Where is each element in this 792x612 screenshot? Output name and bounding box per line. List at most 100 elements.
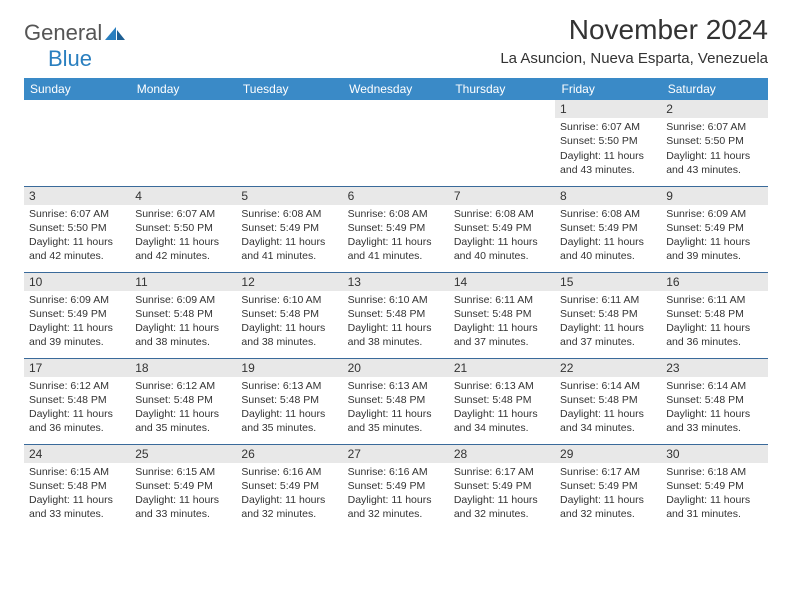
sunset-text: Sunset: 5:49 PM	[348, 221, 445, 235]
sunset-text: Sunset: 5:48 PM	[454, 393, 551, 407]
sunset-text: Sunset: 5:48 PM	[348, 307, 445, 321]
daylight-text: Daylight: 11 hours and 42 minutes.	[29, 235, 126, 263]
sunset-text: Sunset: 5:49 PM	[135, 479, 232, 493]
day-details: Sunrise: 6:08 AMSunset: 5:49 PMDaylight:…	[236, 205, 342, 266]
day-number: 13	[343, 273, 449, 291]
sunrise-text: Sunrise: 6:11 AM	[454, 293, 551, 307]
sunset-text: Sunset: 5:49 PM	[454, 221, 551, 235]
calendar-day-cell: 8Sunrise: 6:08 AMSunset: 5:49 PMDaylight…	[555, 186, 661, 272]
sunrise-text: Sunrise: 6:12 AM	[29, 379, 126, 393]
calendar-day-cell: 11Sunrise: 6:09 AMSunset: 5:48 PMDayligh…	[130, 272, 236, 358]
calendar-week-row: 24Sunrise: 6:15 AMSunset: 5:48 PMDayligh…	[24, 444, 768, 530]
day-details: Sunrise: 6:13 AMSunset: 5:48 PMDaylight:…	[343, 377, 449, 438]
day-details: Sunrise: 6:15 AMSunset: 5:48 PMDaylight:…	[24, 463, 130, 524]
daylight-text: Daylight: 11 hours and 33 minutes.	[666, 407, 763, 435]
sunset-text: Sunset: 5:48 PM	[135, 307, 232, 321]
day-number: 21	[449, 359, 555, 377]
day-number: 30	[661, 445, 767, 463]
sunrise-text: Sunrise: 6:10 AM	[241, 293, 338, 307]
day-details: Sunrise: 6:15 AMSunset: 5:49 PMDaylight:…	[130, 463, 236, 524]
day-number: 18	[130, 359, 236, 377]
calendar-day-cell: 15Sunrise: 6:11 AMSunset: 5:48 PMDayligh…	[555, 272, 661, 358]
calendar-day-cell: 10Sunrise: 6:09 AMSunset: 5:49 PMDayligh…	[24, 272, 130, 358]
sunset-text: Sunset: 5:48 PM	[135, 393, 232, 407]
day-details: Sunrise: 6:12 AMSunset: 5:48 PMDaylight:…	[130, 377, 236, 438]
day-number: 22	[555, 359, 661, 377]
sunset-text: Sunset: 5:49 PM	[454, 479, 551, 493]
sunrise-text: Sunrise: 6:11 AM	[666, 293, 763, 307]
calendar-day-cell: 22Sunrise: 6:14 AMSunset: 5:48 PMDayligh…	[555, 358, 661, 444]
sunrise-text: Sunrise: 6:13 AM	[241, 379, 338, 393]
day-number: 5	[236, 187, 342, 205]
day-details: Sunrise: 6:16 AMSunset: 5:49 PMDaylight:…	[343, 463, 449, 524]
calendar-week-row: 10Sunrise: 6:09 AMSunset: 5:49 PMDayligh…	[24, 272, 768, 358]
calendar-day-cell: 24Sunrise: 6:15 AMSunset: 5:48 PMDayligh…	[24, 444, 130, 530]
daylight-text: Daylight: 11 hours and 39 minutes.	[29, 321, 126, 349]
sunset-text: Sunset: 5:49 PM	[348, 479, 445, 493]
day-number: 12	[236, 273, 342, 291]
calendar-day-cell: 13Sunrise: 6:10 AMSunset: 5:48 PMDayligh…	[343, 272, 449, 358]
month-title: November 2024	[500, 14, 768, 46]
logo-sail-icon	[104, 25, 126, 46]
calendar-day-cell: 4Sunrise: 6:07 AMSunset: 5:50 PMDaylight…	[130, 186, 236, 272]
daylight-text: Daylight: 11 hours and 38 minutes.	[348, 321, 445, 349]
day-details: Sunrise: 6:11 AMSunset: 5:48 PMDaylight:…	[449, 291, 555, 352]
day-details: Sunrise: 6:13 AMSunset: 5:48 PMDaylight:…	[236, 377, 342, 438]
day-number: 14	[449, 273, 555, 291]
sunrise-text: Sunrise: 6:08 AM	[241, 207, 338, 221]
sunset-text: Sunset: 5:48 PM	[29, 479, 126, 493]
daylight-text: Daylight: 11 hours and 41 minutes.	[241, 235, 338, 263]
daylight-text: Daylight: 11 hours and 39 minutes.	[666, 235, 763, 263]
calendar-day-cell: 30Sunrise: 6:18 AMSunset: 5:49 PMDayligh…	[661, 444, 767, 530]
day-details: Sunrise: 6:14 AMSunset: 5:48 PMDaylight:…	[661, 377, 767, 438]
header: General Blue November 2024 La Asuncion, …	[24, 14, 768, 72]
day-details: Sunrise: 6:13 AMSunset: 5:48 PMDaylight:…	[449, 377, 555, 438]
sunrise-text: Sunrise: 6:18 AM	[666, 465, 763, 479]
day-number: 2	[661, 100, 767, 118]
daylight-text: Daylight: 11 hours and 32 minutes.	[560, 493, 657, 521]
day-number: 10	[24, 273, 130, 291]
sunset-text: Sunset: 5:48 PM	[454, 307, 551, 321]
daylight-text: Daylight: 11 hours and 37 minutes.	[560, 321, 657, 349]
day-number: 25	[130, 445, 236, 463]
daylight-text: Daylight: 11 hours and 32 minutes.	[348, 493, 445, 521]
calendar-day-cell: 5Sunrise: 6:08 AMSunset: 5:49 PMDaylight…	[236, 186, 342, 272]
calendar-day-cell: 28Sunrise: 6:17 AMSunset: 5:49 PMDayligh…	[449, 444, 555, 530]
daylight-text: Daylight: 11 hours and 37 minutes.	[454, 321, 551, 349]
sunset-text: Sunset: 5:49 PM	[560, 479, 657, 493]
sunset-text: Sunset: 5:48 PM	[348, 393, 445, 407]
daylight-text: Daylight: 11 hours and 41 minutes.	[348, 235, 445, 263]
logo-text-general: General	[24, 20, 102, 45]
calendar-day-cell: 29Sunrise: 6:17 AMSunset: 5:49 PMDayligh…	[555, 444, 661, 530]
day-number: 19	[236, 359, 342, 377]
sunset-text: Sunset: 5:50 PM	[560, 134, 657, 148]
sunset-text: Sunset: 5:48 PM	[241, 393, 338, 407]
logo-text-blue: Blue	[48, 46, 92, 71]
day-number: 28	[449, 445, 555, 463]
calendar-day-cell: 7Sunrise: 6:08 AMSunset: 5:49 PMDaylight…	[449, 186, 555, 272]
daylight-text: Daylight: 11 hours and 32 minutes.	[241, 493, 338, 521]
daylight-text: Daylight: 11 hours and 42 minutes.	[135, 235, 232, 263]
day-number: 9	[661, 187, 767, 205]
sunset-text: Sunset: 5:49 PM	[241, 479, 338, 493]
location: La Asuncion, Nueva Esparta, Venezuela	[500, 50, 768, 67]
sunrise-text: Sunrise: 6:16 AM	[348, 465, 445, 479]
sunrise-text: Sunrise: 6:07 AM	[666, 120, 763, 134]
daylight-text: Daylight: 11 hours and 38 minutes.	[241, 321, 338, 349]
calendar-page: General Blue November 2024 La Asuncion, …	[0, 0, 792, 538]
logo-text: General Blue	[24, 20, 126, 72]
day-details: Sunrise: 6:08 AMSunset: 5:49 PMDaylight:…	[555, 205, 661, 266]
daylight-text: Daylight: 11 hours and 43 minutes.	[560, 149, 657, 177]
calendar-day-cell	[449, 100, 555, 186]
day-details: Sunrise: 6:10 AMSunset: 5:48 PMDaylight:…	[343, 291, 449, 352]
day-details: Sunrise: 6:18 AMSunset: 5:49 PMDaylight:…	[661, 463, 767, 524]
daylight-text: Daylight: 11 hours and 35 minutes.	[348, 407, 445, 435]
title-block: November 2024 La Asuncion, Nueva Esparta…	[500, 14, 768, 67]
day-number: 3	[24, 187, 130, 205]
day-number: 8	[555, 187, 661, 205]
day-details: Sunrise: 6:08 AMSunset: 5:49 PMDaylight:…	[449, 205, 555, 266]
daylight-text: Daylight: 11 hours and 34 minutes.	[560, 407, 657, 435]
sunset-text: Sunset: 5:50 PM	[135, 221, 232, 235]
sunrise-text: Sunrise: 6:09 AM	[29, 293, 126, 307]
weekday-header-row: Sunday Monday Tuesday Wednesday Thursday…	[24, 78, 768, 100]
